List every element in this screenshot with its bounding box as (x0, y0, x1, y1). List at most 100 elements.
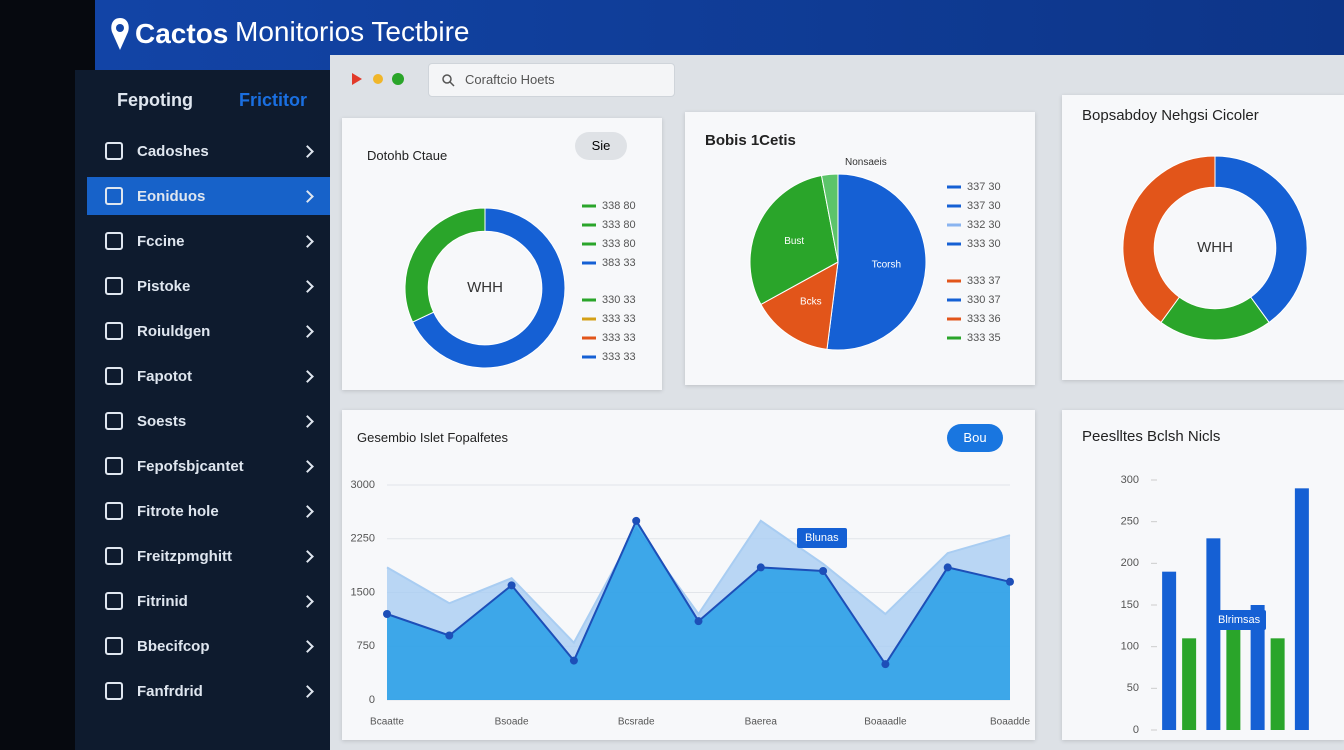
y-tick-label: 3000 (351, 479, 375, 491)
nav-chevron (301, 369, 314, 383)
search-box[interactable]: Coraftcio Hoets (428, 63, 675, 97)
x-tick-label: Bcaatte (370, 717, 404, 728)
nav-item[interactable]: Cadoshes (87, 132, 330, 170)
slice (1214, 155, 1308, 324)
slice (749, 174, 839, 306)
nav-label: Fepofsbjcantet (137, 457, 244, 475)
legend-label: 330 37 (967, 294, 1001, 306)
y-tick-label: 0 (369, 694, 375, 706)
bar-chart: 0 50 100 150 200 250 300 (1121, 474, 1309, 736)
nav-item[interactable]: Roiuldgen (87, 312, 330, 350)
tooltip: Blrimsas (1212, 610, 1267, 630)
nav-chevron (301, 549, 314, 563)
nav-icon (105, 547, 123, 565)
nav-label: Fccine (137, 232, 185, 250)
x-tick-label: Boaadde (990, 717, 1030, 728)
bar (1250, 605, 1265, 730)
nav-icon (105, 412, 123, 430)
slice-label: Bust (784, 236, 804, 247)
line (386, 519, 1011, 645)
nav-icon (105, 457, 123, 475)
nav-item[interactable]: Bbecifcop (87, 627, 330, 665)
ring-card: WHH Bopsabdoy Nehgsi Cicoler (1062, 95, 1344, 380)
legend-label: 338 80 (602, 200, 636, 212)
nav-chevron (301, 279, 314, 293)
legend-label: 333 30 (967, 238, 1001, 250)
card-button[interactable]: Bou (947, 424, 1003, 452)
nav-item[interactable]: Fepofsbjcantet (87, 447, 330, 485)
point (756, 563, 765, 572)
y-tick-label: 300 (1121, 474, 1139, 486)
area (387, 520, 1010, 700)
point (881, 660, 890, 669)
card-button[interactable]: Sie (575, 132, 627, 160)
nav-label: Freitzpmghitt (137, 547, 232, 565)
nav-chevron (301, 504, 314, 518)
nav-label: Fitrinid (137, 592, 188, 610)
nav-item[interactable]: Fitrote hole (87, 492, 330, 530)
y-tick-label: 750 (357, 640, 375, 652)
legend-label: 333 37 (967, 275, 1001, 287)
nav-chevron (301, 639, 314, 653)
x-tick-label: Baerea (745, 717, 778, 728)
legend-label: 383 33 (602, 257, 636, 269)
bar (1294, 488, 1309, 730)
search-placeholder: Coraftcio Hoets (465, 72, 555, 87)
y-tick-label: 2250 (351, 533, 375, 545)
nav-icon (105, 637, 123, 655)
logo-icon (111, 18, 129, 50)
slice (411, 207, 566, 369)
legend-label: 333 35 (967, 332, 1001, 344)
y-tick-label: 150 (1121, 599, 1139, 611)
nav-icon (105, 682, 123, 700)
point (943, 563, 952, 572)
center-label: WHH (1197, 239, 1233, 256)
nav-chevron (301, 459, 314, 473)
nav-chevron (301, 234, 314, 248)
nav-chevron (301, 189, 314, 203)
slice (1122, 155, 1216, 324)
bar (1162, 571, 1177, 730)
nav-icon (105, 142, 123, 160)
nav-label: Fapotot (137, 367, 192, 385)
sidebar-tab[interactable]: Frictitor (239, 90, 308, 110)
nav-item[interactable]: Pistoke (87, 267, 330, 305)
nav-item[interactable]: Fanfrdrid (87, 672, 330, 710)
slice (760, 261, 839, 350)
y-tick-label: 250 (1121, 516, 1139, 528)
nav-label: Fitrote hole (137, 502, 219, 520)
sidebar: Fepoting Frictitor Cadoshes Eoniduos Fccine P… (75, 70, 330, 750)
nav-item[interactable]: Fccine (87, 222, 330, 260)
nav-item[interactable]: Soests (87, 402, 330, 440)
legend-label: 333 33 (602, 332, 636, 344)
card-title: Peeslltes Bclsh Nicls (1082, 428, 1221, 445)
legend-label: 337 30 (967, 181, 1001, 193)
slice (820, 173, 839, 263)
tooltip: Blunas (797, 528, 847, 548)
card-title: Bopsabdoy Nehgsi Cicoler (1082, 107, 1259, 124)
y-tick-label: 200 (1121, 557, 1139, 569)
nav-item[interactable]: Fitrinid (87, 582, 330, 620)
nav-icon (105, 232, 123, 250)
window-controls (352, 73, 404, 85)
search-icon (442, 74, 455, 87)
legend-label: 337 30 (967, 200, 1001, 212)
nav-item[interactable]: Eoniduos (87, 177, 330, 215)
sidebar-tab[interactable]: Fepoting (117, 90, 193, 110)
nav-item[interactable]: Fapotot (87, 357, 330, 395)
slice (826, 173, 927, 351)
point (819, 567, 828, 575)
y-tick-label: 50 (1127, 682, 1139, 694)
bar (1182, 638, 1197, 730)
legend-label: 333 80 (602, 219, 636, 231)
nav-label: Soests (137, 412, 187, 430)
x-tick-label: Bcsrade (618, 717, 655, 728)
legend-label: 330 33 (602, 294, 636, 306)
legend-label: 333 80 (602, 238, 636, 250)
area-card: 0 750 1500 2250 3000 Bcaatte Bsoade Bcsrade Baer… (342, 410, 1035, 740)
y-tick-label: 100 (1121, 641, 1139, 653)
nav-label: Cadoshes (137, 142, 209, 160)
nav-item[interactable]: Freitzpmghitt (87, 537, 330, 575)
nav-label: Eoniduos (137, 187, 206, 205)
